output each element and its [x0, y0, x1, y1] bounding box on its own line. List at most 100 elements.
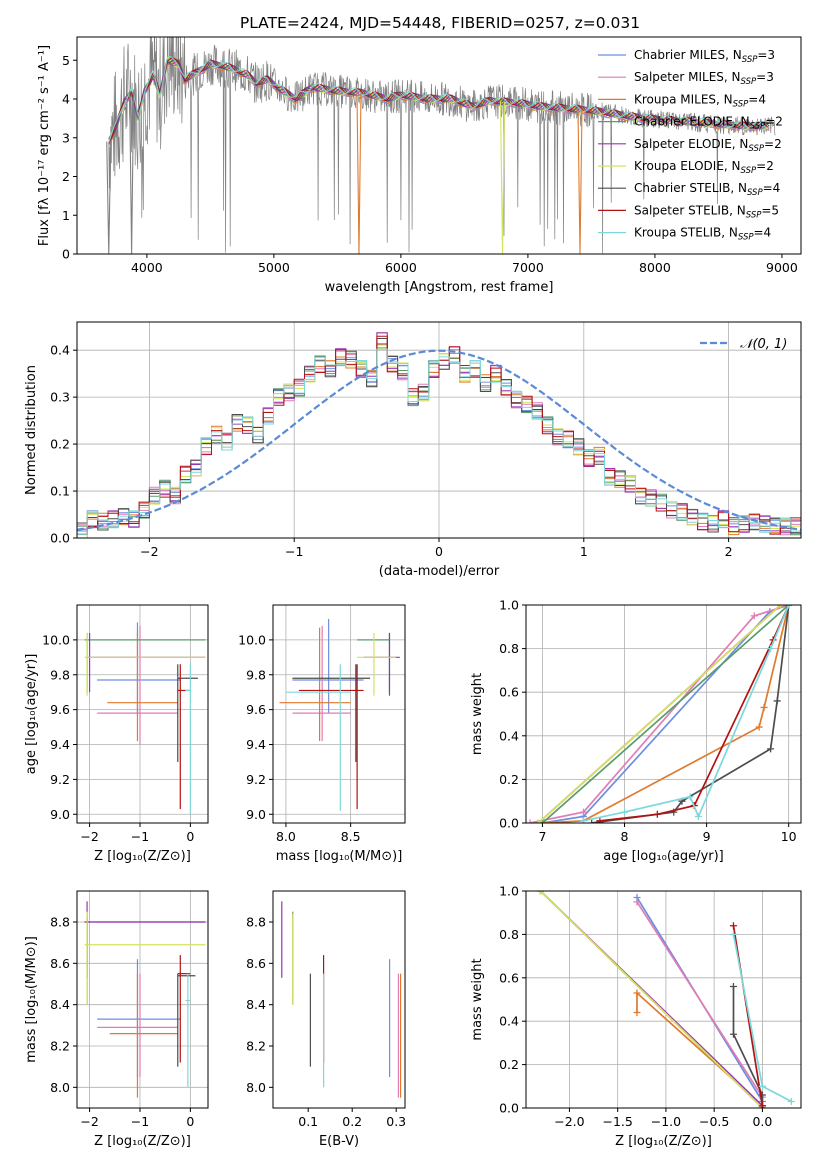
- cumulative-marker-salpeter_stelib: [653, 810, 661, 818]
- x-tick-label: 8: [621, 829, 629, 844]
- x-tick-label: −2: [80, 1114, 98, 1129]
- y-tick-label: 8.0: [50, 1080, 70, 1095]
- plot-area: [273, 605, 405, 823]
- y-tick-label: 9.8: [246, 667, 266, 682]
- cumulative-marker-kroupa_miles: [760, 703, 768, 711]
- cumulative-marker-salpeter_stelib: [729, 922, 737, 930]
- model-spectrum-kroupa_miles: [108, 60, 770, 146]
- y-axis-label: age [log₁₀(age/yr)]: [24, 654, 39, 775]
- y-tick-label: 0.2: [50, 437, 70, 452]
- y-tick-label: 3: [62, 130, 70, 145]
- plot-area: [77, 322, 801, 538]
- y-tick-label: 9.6: [246, 702, 266, 717]
- x-tick-label: 8000: [639, 260, 671, 275]
- x-axis-label: E(B-V): [319, 1134, 359, 1149]
- legend-label: Chabrier ELODIE, NSSP=2: [634, 115, 783, 132]
- y-tick-label: 0.0: [50, 531, 70, 546]
- cumulative-marker-kroupa_stelib: [694, 812, 702, 820]
- cumulative-line-kroupa_elodie: [537, 605, 782, 823]
- legend-label: Kroupa MILES, NSSP=4: [634, 92, 766, 109]
- cumulative-marker-kroupa_stelib: [767, 645, 775, 653]
- x-tick-label: −1.5: [602, 1114, 632, 1129]
- y-tick-label: 0.0: [499, 816, 519, 831]
- legend: 𝒩(0, 1): [700, 337, 787, 352]
- y-tick-label: 0.4: [499, 1014, 519, 1029]
- x-tick-label: 0: [435, 544, 443, 559]
- x-axis-label: Z [log₁₀(Z/Z⊙)]: [615, 1134, 712, 1149]
- axes-frame: [76, 604, 209, 824]
- x-axis-label: age [log₁₀(age/yr)]: [603, 849, 724, 864]
- y-tick-label: 10.0: [42, 632, 70, 647]
- cumulative-marker-salpeter_stelib: [596, 817, 604, 823]
- cumulative-marker-chabrier_stelib: [729, 982, 737, 990]
- legend-label: Kroupa ELODIE, NSSP=2: [634, 159, 774, 176]
- x-axis-label: Z [log₁₀(Z/Z⊙)]: [94, 849, 191, 864]
- x-tick-label: −2: [80, 829, 98, 844]
- cumulative-line-salpeter_miles: [636, 901, 764, 1098]
- model-spectrum-kroupa_stelib: [108, 56, 770, 143]
- x-tick-label: −1: [285, 544, 303, 559]
- axes-frame: [272, 890, 406, 1109]
- axes-frame: [525, 604, 802, 824]
- cumulative-marker-kroupa_stelib: [758, 1082, 766, 1090]
- cumulative-marker-kroupa_stelib: [729, 930, 737, 938]
- x-axis-label: Z [log₁₀(Z/Z⊙)]: [94, 1134, 191, 1149]
- x-tick-label: 9: [703, 829, 711, 844]
- cumulative-marker-salpeter_miles: [526, 819, 534, 823]
- y-tick-label: 0.0: [499, 1101, 519, 1116]
- y-tick-label: 0.3: [50, 390, 70, 405]
- x-axis-label: mass [log₁₀(M/M⊙)]: [276, 849, 403, 864]
- x-tick-label: 0: [186, 1114, 194, 1129]
- legend-label: Salpeter STELIB, NSSP=5: [634, 203, 779, 220]
- y-tick-label: 9.2: [50, 772, 70, 787]
- x-tick-label: 8.0: [276, 829, 296, 844]
- y-tick-label: 0.8: [499, 641, 519, 656]
- spectrum-dip: [129, 91, 135, 254]
- cumulative-line-salpeter_stelib: [599, 605, 790, 822]
- y-tick-label: 9.8: [50, 667, 70, 682]
- panels: Chabrier MILES, NSSP=3 Salpeter MILES, NS…: [24, 36, 802, 1149]
- cumulative-line-salpeter_miles: [529, 605, 789, 823]
- y-tick-label: 0.2: [499, 1057, 519, 1072]
- y-tick-label: 9.4: [246, 737, 266, 752]
- cumulative-marker-kroupa_elodie: [776, 605, 784, 609]
- x-tick-label: 10: [781, 829, 797, 844]
- y-tick-label: 9.6: [50, 702, 70, 717]
- normal-curve: [77, 349, 801, 531]
- y-tick-label: 0.6: [499, 685, 519, 700]
- cumulative-marker-kroupa_stelib: [787, 1097, 795, 1105]
- x-tick-label: 4000: [131, 260, 163, 275]
- y-tick-label: 8.8: [246, 915, 266, 930]
- x-tick-label: 0.1: [298, 1114, 318, 1129]
- figure-title: PLATE=2424, MJD=54448, FIBERID=0257, z=0…: [240, 14, 640, 32]
- cumulative-marker-salpeter_miles: [579, 808, 587, 816]
- x-tick-label: 0: [186, 829, 194, 844]
- spectrum-dip: [499, 101, 506, 254]
- legend-label: 𝒩(0, 1): [740, 337, 787, 352]
- panel-weight_vs_age: 7 8 9 10 0.0 0.2 0.4 0.6 0.8 1.0 age [log₁₀(age/yr…: [470, 598, 802, 864]
- legend-label: Chabrier STELIB, NSSP=4: [634, 181, 780, 198]
- legend-label: Salpeter MILES, NSSP=3: [634, 70, 774, 87]
- y-tick-label: 0.4: [499, 728, 519, 743]
- y-axis-label: Flux [fλ 10⁻¹⁷ erg cm⁻² s⁻¹ A⁻¹]: [37, 45, 52, 246]
- x-tick-label: 5000: [258, 260, 290, 275]
- y-tick-label: 1.0: [499, 598, 519, 613]
- y-tick-label: 10.0: [238, 632, 266, 647]
- cumulative-marker-kroupa_miles: [633, 989, 641, 997]
- y-tick-label: 0.4: [50, 343, 70, 358]
- x-tick-label: −2.0: [554, 1114, 584, 1129]
- cumulative-marker-salpeter_miles: [750, 612, 758, 620]
- cumulative-marker-kroupa_stelib: [621, 808, 629, 816]
- cumulative-marker-salpeter_stelib: [758, 1102, 766, 1108]
- cumulative-marker-kroupa_miles: [755, 723, 763, 731]
- x-tick-label: 9000: [766, 260, 798, 275]
- x-tick-label: 7000: [512, 260, 544, 275]
- cumulative-line-kroupa_elodie: [539, 891, 763, 1108]
- model-spectrum-kroupa_elodie: [108, 56, 770, 141]
- y-tick-label: 5: [62, 53, 70, 68]
- x-tick-label: 1: [580, 544, 588, 559]
- panel-weight_vs_Z: −2.0 −1.5 −1.0 −0.5 0.0 0.0 0.2 0.4 0.6 0.8 1.0 Z […: [470, 884, 802, 1149]
- plot-area: [526, 605, 801, 823]
- legend-label: Salpeter ELODIE, NSSP=2: [634, 137, 782, 154]
- cumulative-marker-chabrier_stelib: [773, 697, 781, 705]
